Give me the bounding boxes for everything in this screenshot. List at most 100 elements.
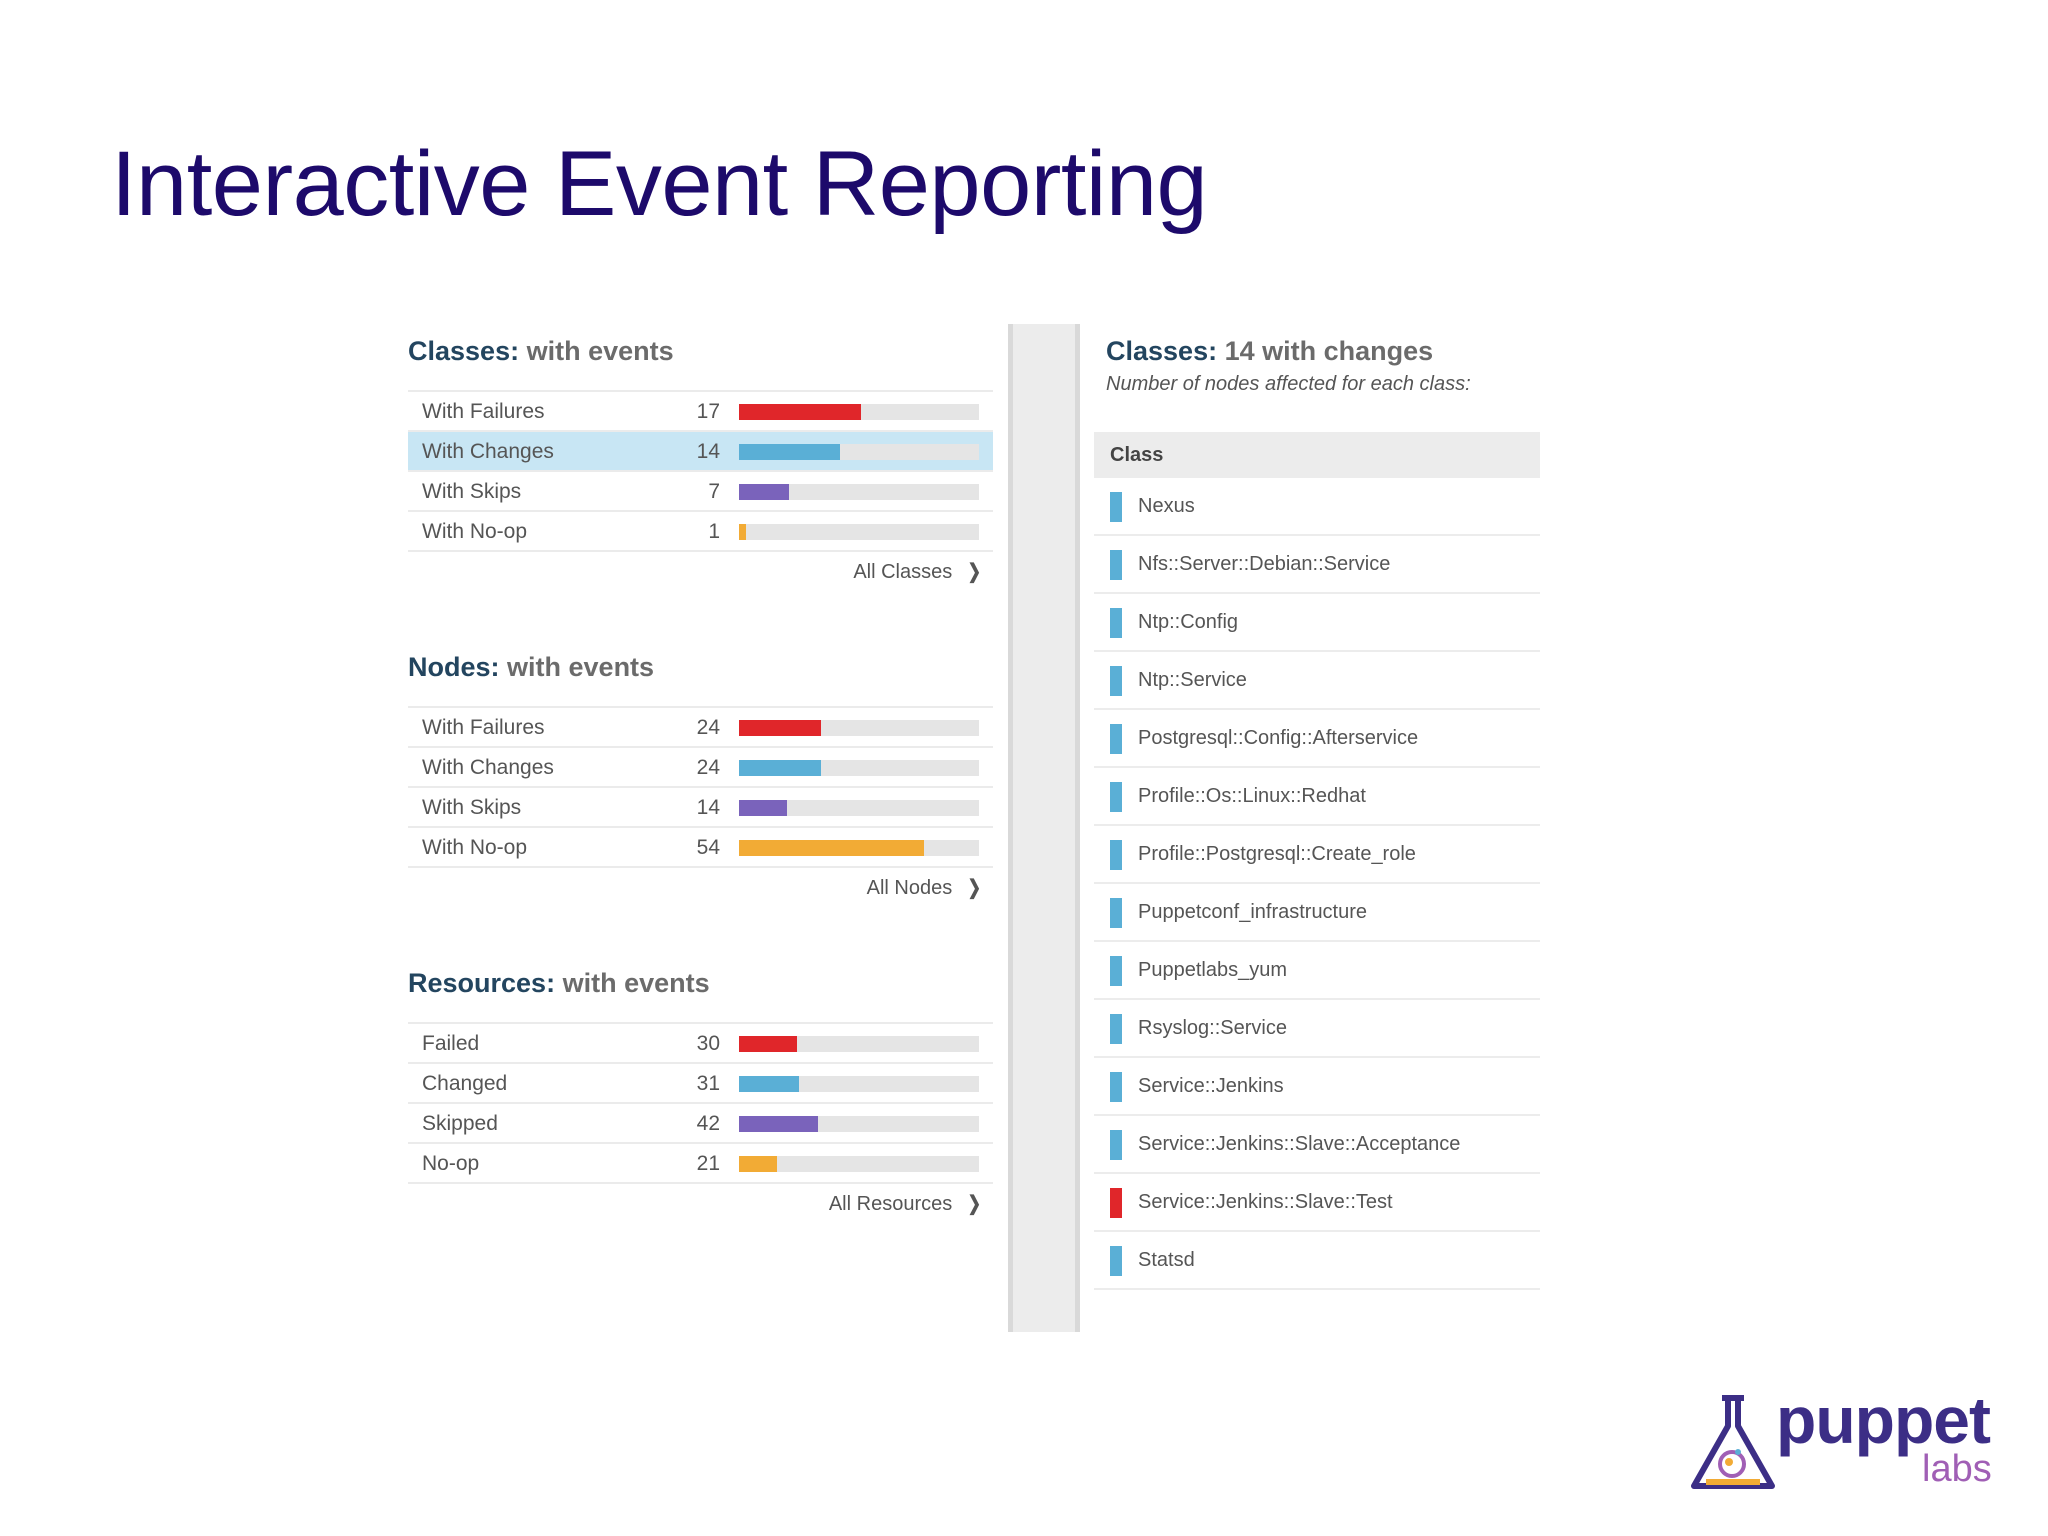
status-swatch (1110, 1188, 1122, 1218)
class-name: Service::Jenkins (1138, 1075, 1284, 1097)
summary-row[interactable]: With Changes 14 (408, 432, 993, 472)
summary-row[interactable]: With Skips 14 (408, 788, 993, 828)
row-label: With Changes (422, 440, 554, 463)
row-label: With No-op (422, 836, 528, 859)
class-row[interactable]: Postgresql::Config::Afterservice (1094, 710, 1540, 768)
logo-wordmark: puppet (1776, 1383, 1991, 1457)
class-row[interactable]: Service::Jenkins::Slave::Acceptance (1094, 1116, 1540, 1174)
class-row[interactable]: Statsd (1094, 1232, 1540, 1290)
section-gap (408, 592, 993, 652)
row-label: With Failures (422, 400, 545, 423)
section-heading: Resources: with events (408, 968, 993, 1022)
class-row[interactable]: Ntp::Config (1094, 594, 1540, 652)
status-swatch (1110, 956, 1122, 986)
status-swatch (1110, 1014, 1122, 1044)
row-count: 31 (696, 1072, 720, 1095)
summary-row[interactable]: With Failures 24 (408, 708, 993, 748)
summary-rows: Failed 30 Changed 31 Skipped 42 No-op 21 (408, 1022, 993, 1184)
summary-row[interactable]: Skipped 42 (408, 1104, 993, 1144)
status-swatch (1110, 666, 1122, 696)
detail-heading-keyword: Classes: (1106, 336, 1218, 366)
view-all-label: All Classes (853, 561, 953, 583)
class-name: Ntp::Config (1138, 611, 1239, 633)
class-row[interactable]: Service::Jenkins::Slave::Test (1094, 1174, 1540, 1232)
status-swatch (1110, 1130, 1122, 1160)
panel-divider[interactable] (1008, 324, 1080, 1332)
row-count: 24 (696, 716, 720, 739)
bar-track (739, 404, 979, 420)
bar-fill (739, 840, 924, 856)
bar-fill (739, 800, 787, 816)
status-swatch (1110, 550, 1122, 580)
bar-track (739, 1036, 979, 1052)
class-row[interactable]: Ntp::Service (1094, 652, 1540, 710)
summary-rows: With Failures 17 With Changes 14 With Skips 7… (408, 390, 993, 552)
bar-track (739, 720, 979, 736)
bar-track (739, 800, 979, 816)
row-count: 7 (708, 480, 720, 503)
status-swatch (1110, 1072, 1122, 1102)
detail-description: Number of nodes affected for each class: (1106, 373, 1471, 395)
summary-rows: With Failures 24 With Changes 24 With Skips 1… (408, 706, 993, 868)
status-swatch (1110, 782, 1122, 812)
section-heading-sub: with events (562, 968, 710, 998)
row-label: With Skips (422, 796, 522, 819)
view-all-link[interactable]: All Nodes ❯ (408, 868, 993, 908)
bar-fill (739, 484, 790, 500)
class-row[interactable]: Rsyslog::Service (1094, 1000, 1540, 1058)
section-heading-keyword: Classes: (408, 336, 520, 366)
summary-section: Nodes: with events With Failures 24 With Ch… (408, 652, 993, 908)
bar-fill (739, 1076, 799, 1092)
status-swatch (1110, 724, 1122, 754)
bar-track (739, 1076, 979, 1092)
status-swatch (1110, 840, 1122, 870)
class-row[interactable]: Service::Jenkins (1094, 1058, 1540, 1116)
section-heading: Classes: with events (408, 336, 993, 390)
class-name: Ntp::Service (1138, 669, 1247, 691)
bar-track (739, 1116, 979, 1132)
class-row[interactable]: Profile::Postgresql::Create_role (1094, 826, 1540, 884)
summary-row[interactable]: With Skips 7 (408, 472, 993, 512)
view-all-link[interactable]: All Resources ❯ (408, 1184, 993, 1224)
bar-fill (739, 760, 821, 776)
bar-track (739, 760, 979, 776)
summary-row[interactable]: Failed 30 (408, 1024, 993, 1064)
summary-row[interactable]: No-op 21 (408, 1144, 993, 1184)
class-row[interactable]: Nfs::Server::Debian::Service (1094, 536, 1540, 594)
view-all-label: All Nodes (866, 877, 953, 899)
summary-row[interactable]: With No-op 54 (408, 828, 993, 868)
row-label: With Skips (422, 480, 522, 503)
row-label: With Changes (422, 756, 554, 779)
class-row[interactable]: Nexus (1094, 478, 1540, 536)
class-row[interactable]: Puppetconf_infrastructure (1094, 884, 1540, 942)
row-count: 54 (696, 836, 720, 859)
bar-track (739, 524, 979, 540)
row-count: 14 (696, 440, 720, 463)
bar-track (739, 840, 979, 856)
summary-section: Classes: with events With Failures 17 With … (408, 336, 993, 592)
class-name: Service::Jenkins::Slave::Acceptance (1138, 1133, 1461, 1155)
section-gap (408, 908, 993, 968)
summary-section: Resources: with events Failed 30 Changed 31 S… (408, 968, 993, 1224)
status-swatch (1110, 1246, 1122, 1276)
detail-heading: Classes: 14 with changes (1106, 336, 1540, 367)
bar-fill (739, 720, 821, 736)
class-detail-panel: Classes: 14 with changes Number of nodes… (1094, 336, 1540, 1290)
summary-row[interactable]: With Changes 24 (408, 748, 993, 788)
status-swatch (1110, 608, 1122, 638)
summary-sections: Classes: with events With Failures 17 With … (408, 336, 993, 1224)
summary-row[interactable]: With Failures 17 (408, 392, 993, 432)
summary-row[interactable]: Changed 31 (408, 1064, 993, 1104)
bar-fill (739, 444, 840, 460)
view-all-link[interactable]: All Classes ❯ (408, 552, 993, 592)
class-name: Profile::Os::Linux::Redhat (1138, 785, 1366, 807)
status-swatch (1110, 492, 1122, 522)
flask-logo-icon (1691, 1395, 1775, 1489)
class-column-header[interactable]: Class (1094, 432, 1540, 478)
class-row[interactable]: Puppetlabs_yum (1094, 942, 1540, 1000)
class-row[interactable]: Profile::Os::Linux::Redhat (1094, 768, 1540, 826)
summary-row[interactable]: With No-op 1 (408, 512, 993, 552)
bar-fill (739, 404, 862, 420)
row-label: No-op (422, 1152, 480, 1175)
